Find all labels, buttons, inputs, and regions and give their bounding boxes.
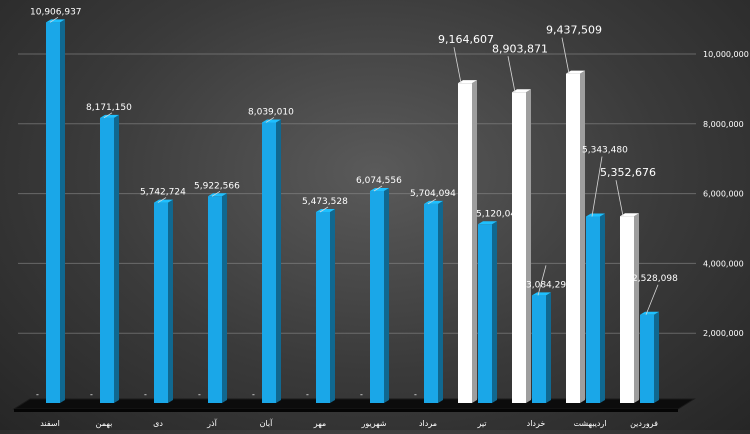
bar [316, 208, 335, 403]
label-leader [507, 56, 516, 93]
bar [532, 292, 551, 403]
x-tick-label: آذر [206, 418, 217, 428]
data-label: 3,084,29 [526, 280, 566, 290]
data-label: 5,742,724 [140, 188, 186, 198]
label-leader [427, 198, 437, 205]
x-tick-label: دی [153, 419, 163, 428]
label-leader [645, 284, 659, 315]
bar [154, 199, 173, 403]
bar [620, 213, 639, 403]
bar [100, 114, 119, 403]
data-label: 8,039,010 [248, 107, 294, 117]
label-leader [561, 37, 570, 74]
x-tick-label: بهمن [96, 419, 113, 428]
bar [262, 119, 281, 404]
data-label: - [144, 390, 147, 399]
data-label: 9,164,607 [438, 33, 494, 46]
x-tick-label: شهریور [360, 419, 386, 428]
bar [566, 70, 585, 404]
label-leader [49, 17, 59, 23]
label-leader [453, 47, 462, 84]
data-label: 5,352,676 [600, 166, 656, 179]
data-label: 6,074,556 [356, 176, 402, 186]
data-labels: - 10,906,937 - 8,171,150 - 5,742,724 - 5,922,56… [30, 7, 678, 399]
bar [46, 19, 65, 403]
label-leader [591, 156, 603, 217]
data-label: 10,906,937 [30, 7, 82, 17]
bar [458, 80, 477, 403]
chart-floor-edge [14, 409, 678, 412]
x-tick-label: اردیبهشت [574, 419, 607, 428]
data-label: - [360, 390, 363, 399]
bar [424, 200, 443, 403]
data-label: - [306, 390, 309, 399]
data-label: 5,343,480 [582, 146, 628, 156]
bar [640, 311, 659, 403]
data-label: 5,922,566 [194, 181, 240, 191]
y-axis-ticks: 2,000,000 4,000,000 6,000,000 8,000,000 10,0… [703, 50, 749, 338]
data-label: - [198, 390, 201, 399]
label-leaders [49, 17, 659, 315]
label-leader [615, 180, 624, 217]
data-label: - [252, 390, 255, 399]
bar [208, 193, 227, 403]
bars [46, 19, 659, 404]
bar [478, 221, 497, 403]
data-label: 8,171,150 [86, 103, 132, 113]
x-tick-label: مرداد [419, 419, 437, 428]
label-leader [537, 265, 547, 296]
x-tick-label: اسفند [40, 419, 60, 428]
data-label: 9,437,509 [546, 24, 602, 37]
x-tick-label: مهر [313, 419, 326, 428]
x-axis-labels: اسفند بهمن دی آذر آبان مهر شهریور مرداد تیر خرداد… [40, 418, 658, 428]
data-label: 8,903,871 [492, 42, 548, 55]
y-tick-label: 6,000,000 [703, 190, 744, 199]
data-label: 5,704,094 [410, 189, 456, 199]
data-label: 5,473,528 [302, 197, 348, 207]
label-leader [103, 112, 113, 119]
data-label: 5,120,04 [476, 209, 516, 219]
label-leader [373, 185, 383, 192]
x-tick-label: آبان [260, 418, 274, 428]
data-label: - [414, 390, 417, 399]
y-tick-label: 2,000,000 [703, 329, 744, 338]
x-tick-label: خرداد [527, 419, 546, 428]
y-tick-label: 8,000,000 [703, 120, 744, 129]
data-label: 2,528,098 [632, 274, 678, 284]
bar [370, 187, 389, 403]
label-leader [319, 206, 329, 213]
x-tick-label: فروردین [630, 419, 658, 428]
bar [586, 213, 605, 403]
y-tick-label: 10,000,000 [703, 50, 749, 59]
data-label: - [90, 390, 93, 399]
x-tick-label: تیر [476, 419, 486, 428]
y-tick-label: 4,000,000 [703, 259, 744, 268]
bar [512, 89, 531, 403]
label-leader [157, 197, 167, 203]
label-leader [211, 190, 221, 197]
data-label: - [36, 390, 39, 399]
label-leader [265, 117, 275, 123]
